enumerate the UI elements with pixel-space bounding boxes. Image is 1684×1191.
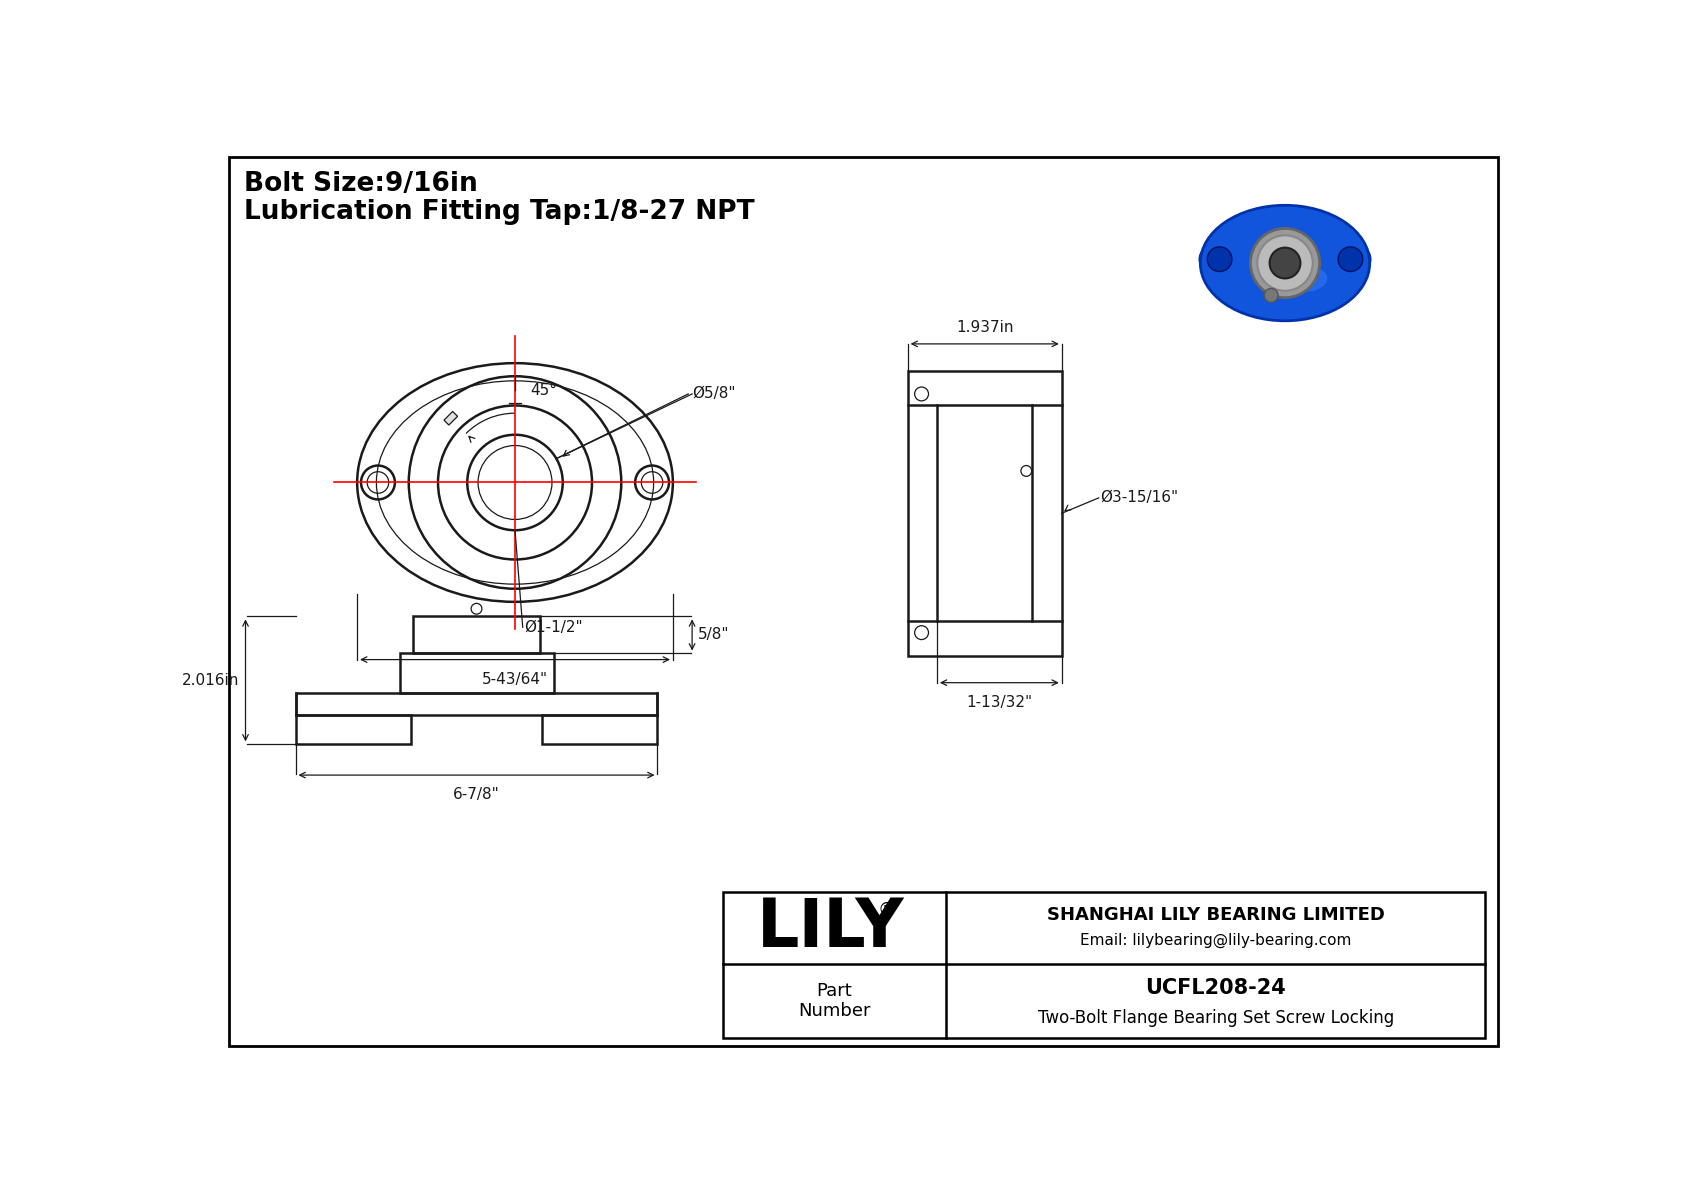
Text: UCFL208-24: UCFL208-24 <box>1145 978 1287 998</box>
Ellipse shape <box>1201 205 1369 320</box>
Bar <box>722 892 1485 1039</box>
Bar <box>296 693 657 715</box>
Ellipse shape <box>1330 243 1371 275</box>
Text: 1.937in: 1.937in <box>957 319 1014 335</box>
Circle shape <box>1258 236 1314 291</box>
Bar <box>445 411 458 425</box>
Text: 1-13/32": 1-13/32" <box>967 696 1032 710</box>
Text: 5-43/64": 5-43/64" <box>482 672 547 687</box>
Bar <box>296 715 411 744</box>
Text: 2.016in: 2.016in <box>182 673 239 688</box>
Bar <box>542 715 657 744</box>
Text: Lubrication Fitting Tap:1/8-27 NPT: Lubrication Fitting Tap:1/8-27 NPT <box>244 199 754 225</box>
Bar <box>908 370 1061 656</box>
Text: Part
Number: Part Number <box>798 981 871 1021</box>
Text: Two-Bolt Flange Bearing Set Screw Locking: Two-Bolt Flange Bearing Set Screw Lockin… <box>1037 1009 1394 1027</box>
Ellipse shape <box>1199 243 1239 275</box>
Text: Ø3-15/16": Ø3-15/16" <box>1100 491 1179 505</box>
Text: 45°: 45° <box>530 382 557 398</box>
Bar <box>936 405 1032 621</box>
Text: SHANGHAI LILY BEARING LIMITED: SHANGHAI LILY BEARING LIMITED <box>1047 906 1384 924</box>
Text: Ø5/8": Ø5/8" <box>692 386 736 401</box>
Text: ®: ® <box>877 900 896 918</box>
Circle shape <box>1339 247 1362 272</box>
Text: Bolt Size:9/16in: Bolt Size:9/16in <box>244 170 478 197</box>
Circle shape <box>1207 247 1233 272</box>
Text: 5/8": 5/8" <box>699 628 729 642</box>
Text: LILY: LILY <box>756 894 904 961</box>
Text: Email: lilybearing@lily-bearing.com: Email: lilybearing@lily-bearing.com <box>1079 934 1351 948</box>
Circle shape <box>1265 288 1278 303</box>
Bar <box>413 617 539 654</box>
Bar <box>399 654 554 693</box>
Ellipse shape <box>1282 264 1327 292</box>
Text: Ø1-1/2": Ø1-1/2" <box>524 619 583 635</box>
Text: 6-7/8": 6-7/8" <box>453 787 500 803</box>
Circle shape <box>1250 229 1320 298</box>
Circle shape <box>1270 248 1300 279</box>
